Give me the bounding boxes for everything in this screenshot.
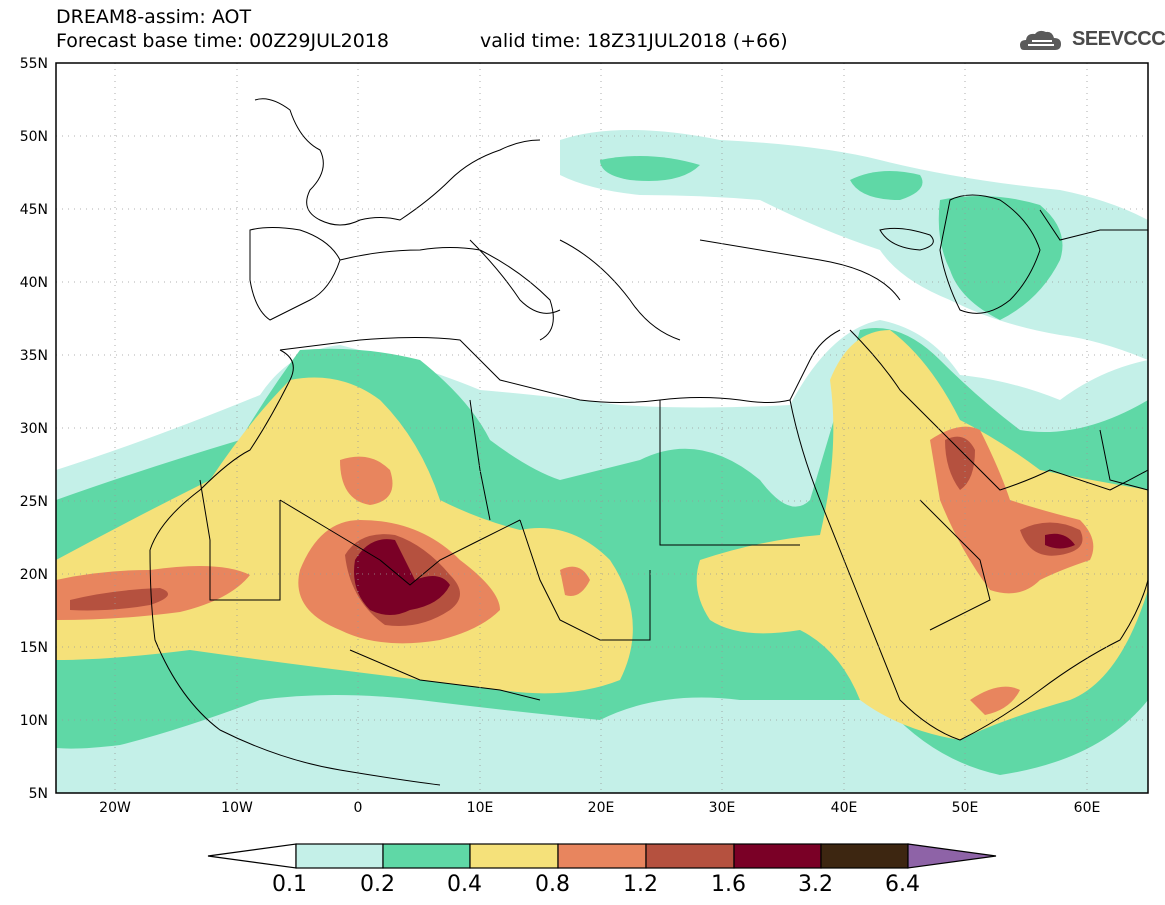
colorbar-low-arrow <box>207 843 297 869</box>
lon-label: 30E <box>709 800 736 816</box>
lon-label: 20W <box>99 800 131 816</box>
lat-label: 25N <box>20 494 48 510</box>
lat-label: 40N <box>20 275 48 291</box>
colorbar-label: 0.8 <box>535 872 570 897</box>
colorbar-label: 3.2 <box>798 872 833 897</box>
lon-label: 20E <box>588 800 615 816</box>
colorbar-swatch <box>733 843 822 869</box>
colorbar-label: 1.6 <box>711 872 746 897</box>
lon-label: 40E <box>831 800 858 816</box>
colorbar <box>207 843 997 869</box>
lon-axis: 20W 10W 0 10E 20E 30E 40E 50E 60E <box>99 800 1100 816</box>
lat-label: 15N <box>20 640 48 656</box>
cloud-icon <box>1020 30 1061 50</box>
lon-label: 10W <box>221 800 253 816</box>
colorbar-swatch <box>820 843 909 869</box>
lat-label: 5N <box>29 786 48 802</box>
lat-label: 55N <box>20 56 48 72</box>
lon-label: 10E <box>467 800 494 816</box>
lon-label: 50E <box>952 800 979 816</box>
colorbar-label: 0.4 <box>447 872 482 897</box>
lat-label: 35N <box>20 348 48 364</box>
lat-label: 50N <box>20 129 48 145</box>
valid-time: valid time: 18Z31JUL2018 (+66) <box>480 30 788 52</box>
lon-label: 60E <box>1074 800 1101 816</box>
colorbar-high-arrow <box>907 843 997 869</box>
forecast-base-time: Forecast base time: 00Z29JUL2018 <box>56 30 389 52</box>
lat-label: 30N <box>20 421 48 437</box>
colorbar-label: 0.2 <box>360 872 395 897</box>
colorbar-label: 6.4 <box>885 872 920 897</box>
colorbar-label: 0.1 <box>272 872 307 897</box>
coastlines <box>149 98 1148 786</box>
lat-label: 20N <box>20 567 48 583</box>
lon-label: 0 <box>354 800 363 816</box>
colorbar-swatch <box>295 843 384 869</box>
colorbar-swatch <box>469 843 559 869</box>
colorbar-swatch <box>382 843 471 869</box>
logo-text: SEEVCCC <box>1072 28 1165 50</box>
lat-label: 45N <box>20 202 48 218</box>
aot-field <box>56 130 1148 793</box>
lat-label: 10N <box>20 713 48 729</box>
map-frame <box>55 62 1149 794</box>
colorbar-swatch <box>645 843 735 869</box>
colorbar-swatch <box>557 843 647 869</box>
graticule <box>56 63 1148 793</box>
colorbar-label: 1.2 <box>623 872 658 897</box>
lat-axis: 55N 50N 45N 40N 35N 30N 25N 20N 15N 10N … <box>20 56 48 802</box>
chart-title: DREAM8-assim: AOT <box>56 6 252 28</box>
